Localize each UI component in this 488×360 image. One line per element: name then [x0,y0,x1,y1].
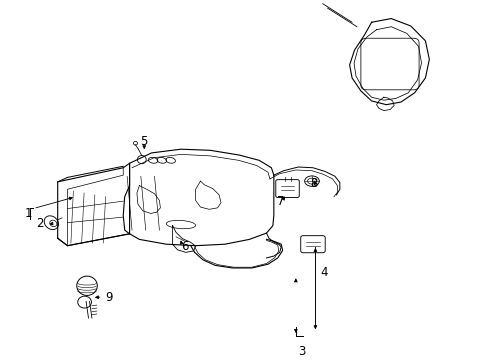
Text: 6: 6 [181,240,188,253]
Text: 5: 5 [140,135,148,148]
Text: 1: 1 [24,207,32,220]
Text: 3: 3 [298,345,305,358]
Text: 2: 2 [36,217,44,230]
Text: 7: 7 [277,195,285,208]
Text: 4: 4 [319,266,327,279]
Text: 8: 8 [309,177,317,190]
Text: 9: 9 [104,291,112,304]
